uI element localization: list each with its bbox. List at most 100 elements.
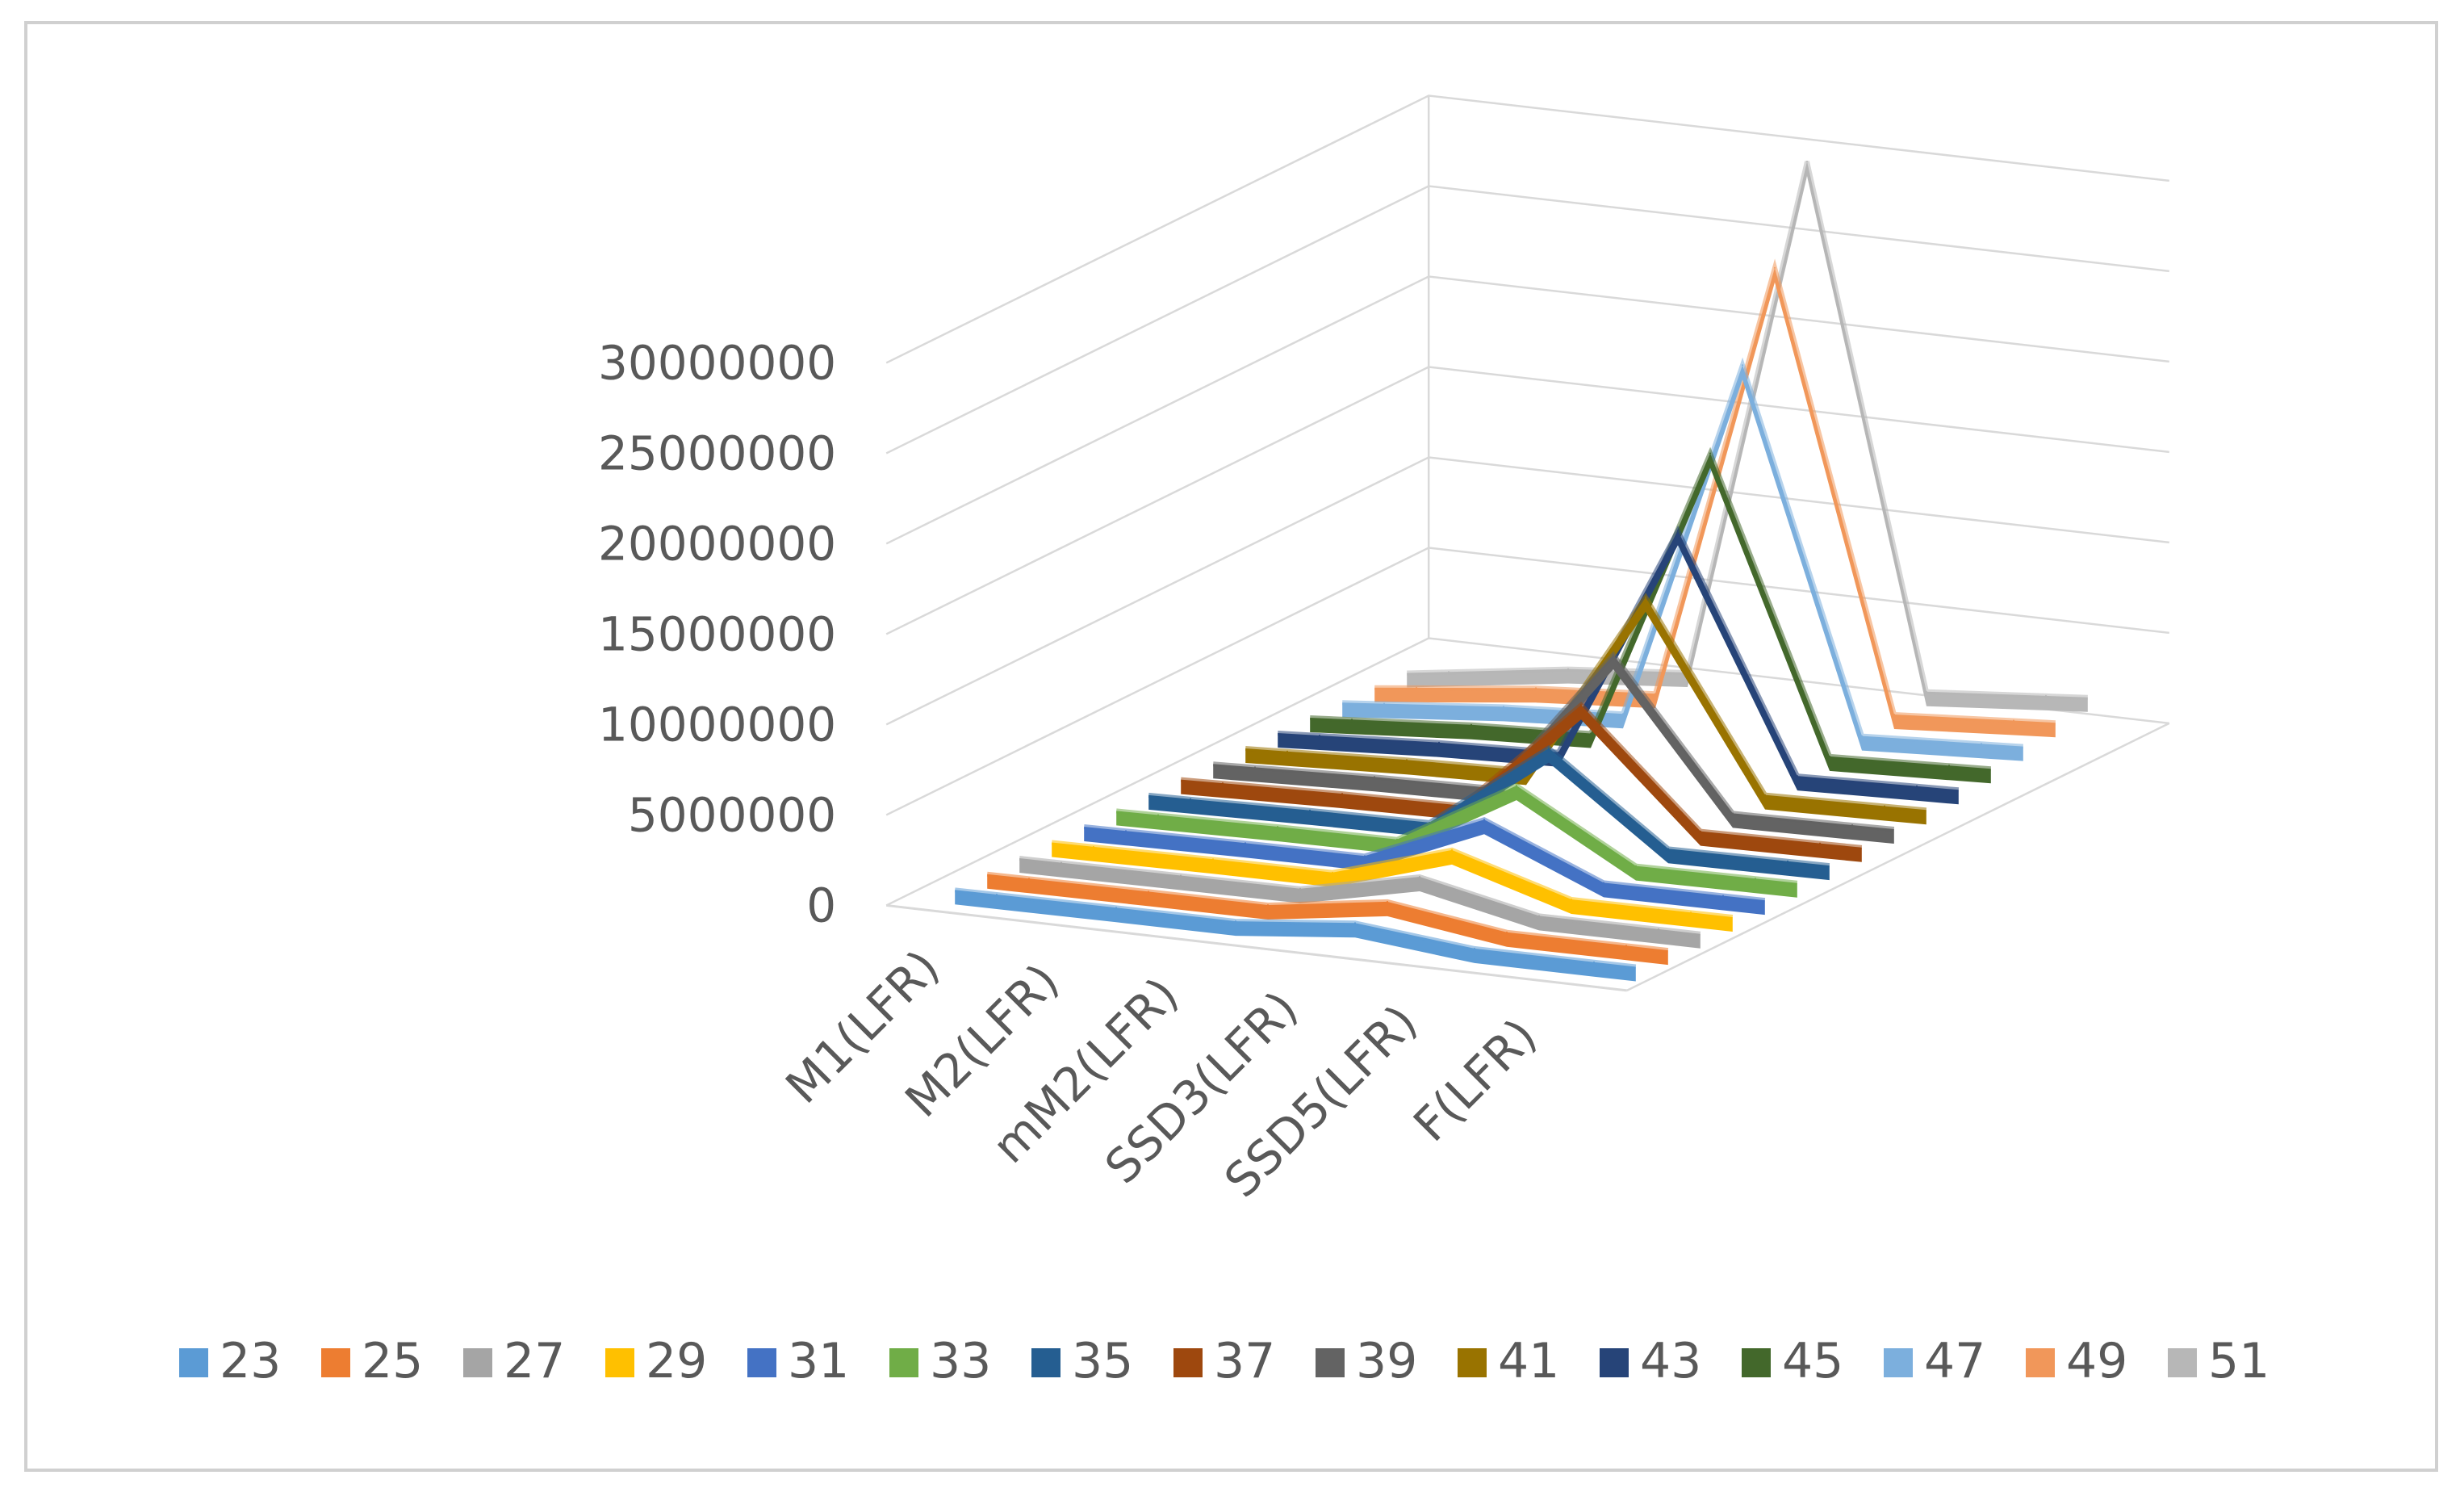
data-point: [1755, 878, 1756, 880]
series-line: [1374, 267, 2056, 738]
gridline: [885, 185, 2169, 455]
series-line-edge: [1407, 161, 2088, 700]
data-point: [1535, 687, 1537, 689]
data-point: [1658, 928, 1659, 930]
legend-item[interactable]: 43: [1600, 1333, 1701, 1389]
data-point: [1341, 793, 1343, 795]
legend-label: 43: [1640, 1333, 1701, 1389]
series-51-ribbon: [1407, 161, 2088, 712]
data-point: [1948, 765, 1950, 767]
gridlines: [885, 94, 2169, 907]
y-axis: 0 5000000 10000000 15000000 20000000 25000000…: [598, 335, 836, 932]
legend-item[interactable]: 41: [1458, 1333, 1559, 1389]
data-point: [1625, 945, 1627, 947]
data-point: [1829, 755, 1830, 757]
data-point: [1571, 899, 1572, 900]
data-point: [1309, 809, 1311, 811]
series-line-edge: [1019, 856, 1701, 937]
y-tick-label: 10000000: [598, 697, 836, 752]
series-line-edge: [1180, 702, 1863, 850]
legend-item[interactable]: 25: [321, 1333, 423, 1389]
y-tick-label: 15000000: [598, 606, 836, 661]
data-point: [1774, 266, 1776, 269]
data-point: [1354, 922, 1356, 924]
data-point: [1655, 693, 1656, 695]
data-point: [1332, 871, 1333, 874]
data-point: [1286, 750, 1288, 752]
series-line: [1084, 819, 1765, 916]
floor-front-edge: [886, 903, 1627, 992]
legend-swatch: [889, 1348, 918, 1377]
legend-label: 23: [220, 1333, 281, 1389]
legend-item[interactable]: 37: [1173, 1333, 1275, 1389]
legend-swatch: [1173, 1348, 1203, 1377]
series-line: [1148, 748, 1830, 881]
legend-item[interactable]: 23: [179, 1333, 281, 1389]
data-point: [1374, 776, 1375, 778]
legend-item[interactable]: 49: [2026, 1333, 2127, 1389]
legend-swatch: [1458, 1348, 1487, 1377]
data-point: [1416, 686, 1417, 689]
series-line: [1245, 597, 1926, 825]
data-point: [1267, 904, 1269, 906]
data-point: [996, 894, 998, 895]
legend[interactable]: 23 25 27 29 31 33 35 37 39 41 43 45 47 49 51: [179, 1333, 2269, 1389]
series-ribbons: [954, 161, 2088, 982]
series-line-edge: [1115, 782, 1798, 886]
data-point: [1603, 882, 1604, 884]
legend-swatch: [605, 1348, 634, 1377]
legend-item[interactable]: 39: [1316, 1333, 1417, 1389]
legend-item[interactable]: 29: [605, 1333, 707, 1389]
legend-label: 29: [646, 1333, 707, 1389]
series-line-edge: [1083, 816, 1766, 903]
data-point: [1245, 842, 1246, 844]
data-point: [1916, 785, 1918, 787]
legend-swatch: [2168, 1348, 2197, 1377]
data-point: [1254, 766, 1256, 769]
data-point: [1483, 819, 1485, 821]
series-line: [1019, 858, 1701, 949]
x-axis: M1(LFR)M2(LFR)mM2(LFR)SSD3(LFR)SSD5(LFR)…: [775, 939, 1547, 1208]
legend-label: 39: [1356, 1333, 1417, 1389]
series-line-edge: [986, 871, 1669, 953]
data-point: [1764, 794, 1766, 796]
legend-item[interactable]: 47: [1884, 1333, 1985, 1389]
data-point: [1742, 364, 1743, 367]
data-point: [1981, 743, 1982, 745]
series-33-ribbon: [1115, 782, 1798, 898]
legend-item[interactable]: 45: [1742, 1333, 1843, 1389]
data-point: [1622, 713, 1624, 715]
data-point: [1558, 751, 1559, 753]
series-line-edge: [954, 887, 1637, 970]
chart-floor: [886, 722, 2170, 992]
data-point: [2013, 719, 2014, 722]
data-point: [1797, 775, 1798, 777]
data-point: [1028, 878, 1030, 880]
data-point: [1503, 706, 1504, 708]
gridline: [885, 275, 2169, 545]
data-point: [1787, 860, 1788, 862]
data-point: [1861, 735, 1863, 737]
series-49-ribbon: [1374, 258, 2056, 738]
legend-swatch: [321, 1348, 350, 1377]
data-point: [1677, 530, 1679, 532]
series-25-ribbon: [986, 871, 1669, 966]
data-point: [1732, 812, 1734, 815]
legend-item[interactable]: 33: [889, 1333, 991, 1389]
floor-side-edge: [1626, 722, 2170, 991]
data-point: [1926, 690, 1927, 693]
legend-item[interactable]: 27: [463, 1333, 565, 1389]
legend-item[interactable]: 31: [747, 1333, 849, 1389]
data-point: [1093, 845, 1094, 848]
legend-label: 49: [2066, 1333, 2127, 1389]
legend-item[interactable]: 35: [1031, 1333, 1133, 1389]
legend-label: 51: [2208, 1333, 2269, 1389]
data-point: [1212, 858, 1214, 861]
series-27-ribbon: [1019, 856, 1701, 949]
data-point: [1319, 735, 1320, 736]
legend-item[interactable]: 51: [2168, 1333, 2269, 1389]
y-tick-label: 0: [806, 878, 836, 932]
data-point: [1387, 900, 1388, 903]
data-point: [1383, 702, 1385, 705]
legend-label: 35: [1072, 1333, 1133, 1389]
